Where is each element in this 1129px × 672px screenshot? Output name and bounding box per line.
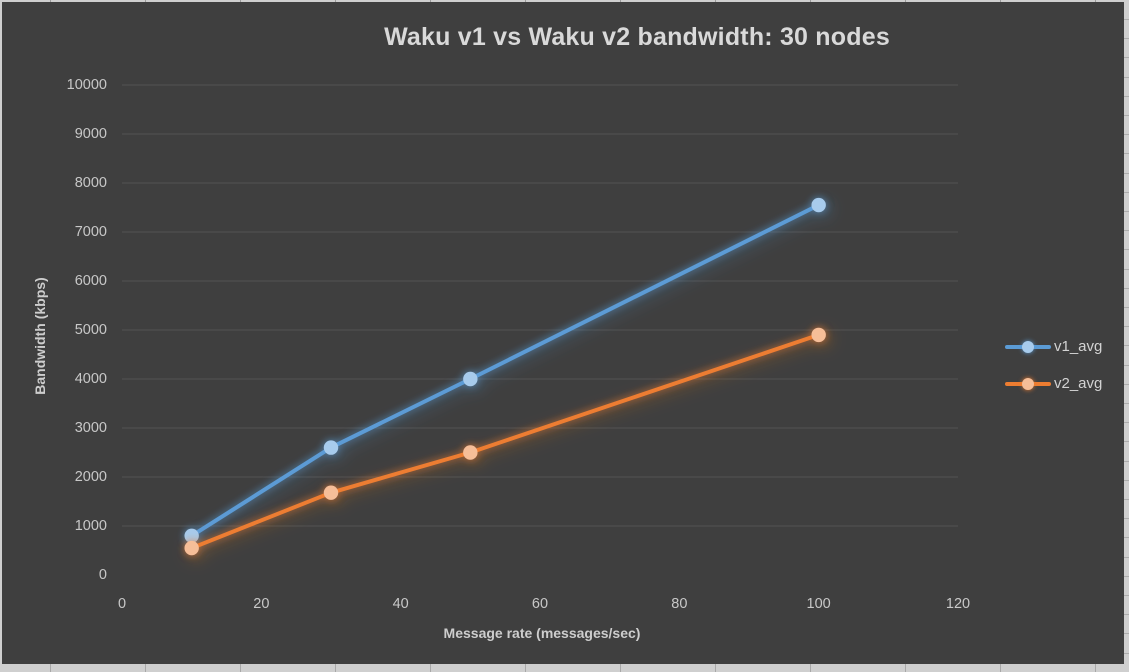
v1-line-swatch [1005, 336, 1051, 357]
chart-legend[interactable]: v1_avg v2_avg [1005, 336, 1102, 410]
x-tick-label: 60 [531, 596, 549, 612]
legend-item-v1: v1_avg [1005, 336, 1102, 357]
y-tick-label: 5000 [74, 322, 107, 338]
legend-label-v2: v2_avg [1054, 375, 1103, 392]
data-point-marker [323, 440, 339, 455]
x-tick-label: 40 [392, 596, 409, 612]
x-tick-label: 20 [253, 596, 270, 612]
x-tick-label: 80 [671, 596, 688, 612]
chart-title: Waku v1 vs Waku v2 bandwidth: 30 nodes [384, 23, 890, 51]
y-tick-label: 1000 [74, 518, 107, 534]
data-point-marker [811, 197, 826, 213]
legend-item-v2: v2_avg [1005, 373, 1102, 394]
data-point-marker [463, 445, 478, 460]
legend-label-v1: v1_avg [1054, 338, 1103, 355]
v1-marker-icon [1022, 341, 1034, 353]
y-tick-label: 2000 [74, 469, 107, 485]
y-tick-label: 3000 [74, 420, 107, 436]
series-v2_avg [184, 327, 826, 556]
data-point-marker [463, 371, 478, 387]
data-point-marker [184, 540, 199, 556]
v2-line-swatch [1005, 373, 1051, 394]
y-tick-label: 10000 [66, 77, 107, 93]
x-tick-label: 0 [117, 596, 127, 612]
y-tick-label: 6000 [74, 273, 107, 289]
data-point-marker [184, 528, 199, 543]
series-line-v2_avg [189, 332, 821, 551]
x-axis-title: Message rate (messages/sec) [443, 625, 641, 641]
series-v1_avg [184, 197, 826, 543]
data-point-marker [323, 485, 339, 500]
y-tick-label: 7000 [74, 224, 107, 240]
y-tick-label: 4000 [74, 371, 107, 387]
y-tick-label: 0 [98, 567, 107, 583]
y-tick-label: 8000 [74, 175, 107, 191]
x-tick-label: 120 [945, 596, 971, 612]
data-point-marker [811, 327, 826, 343]
v2-marker-icon [1022, 378, 1034, 390]
y-tick-label: 9000 [74, 126, 107, 142]
series-line-v1_avg [189, 203, 821, 538]
chart-area[interactable]: Waku v1 vs Waku v2 bandwidth: 30 nodes B… [2, 2, 1124, 664]
x-tick-label: 100 [806, 596, 831, 612]
